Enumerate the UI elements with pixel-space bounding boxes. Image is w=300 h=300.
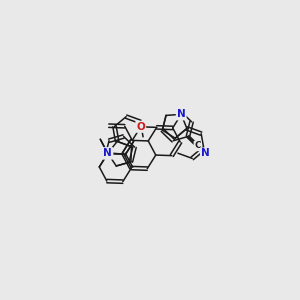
Text: N: N (177, 110, 186, 119)
Text: N: N (103, 148, 112, 158)
Text: N: N (103, 148, 112, 158)
Text: O: O (136, 122, 145, 132)
Text: N: N (201, 148, 209, 158)
Text: C: C (194, 142, 201, 151)
